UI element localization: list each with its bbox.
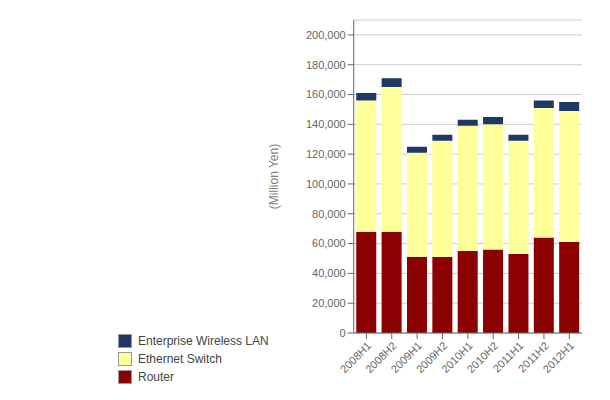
svg-text:2011H1: 2011H1: [490, 339, 526, 375]
svg-text:2011H2: 2011H2: [515, 339, 551, 375]
html-text:Ethernet Switch: Ethernet Switch: [138, 352, 222, 366]
svg-text:140,000: 140,000: [306, 118, 346, 130]
svg-text:120,000: 120,000: [306, 148, 346, 160]
svg-text:180,000: 180,000: [306, 59, 346, 71]
svg-text:200,000: 200,000: [306, 29, 346, 41]
svg-text:20,000: 20,000: [312, 297, 346, 309]
svg-text:2010H1: 2010H1: [439, 339, 475, 376]
svg-text:(Million Yen): (Million Yen): [267, 144, 281, 209]
svg-text:100,000: 100,000: [306, 178, 346, 190]
html-text:Enterprise Wireless LAN: Enterprise Wireless LAN: [138, 334, 269, 348]
svg-text:60,000: 60,000: [312, 237, 346, 249]
svg-text:2009H2: 2009H2: [413, 339, 450, 376]
svg-text:2008H2: 2008H2: [363, 339, 399, 376]
svg-text:2009H1: 2009H1: [388, 339, 425, 376]
svg-text:2012H1: 2012H1: [541, 339, 577, 375]
svg-text:0: 0: [340, 327, 346, 339]
svg-text:40,000: 40,000: [312, 267, 346, 279]
svg-text:160,000: 160,000: [306, 88, 346, 100]
svg-text:2010H2: 2010H2: [464, 339, 501, 376]
svg-text:80,000: 80,000: [312, 208, 346, 220]
svg-text:2008H1: 2008H1: [337, 339, 374, 376]
html-text:Router: Router: [138, 370, 174, 384]
